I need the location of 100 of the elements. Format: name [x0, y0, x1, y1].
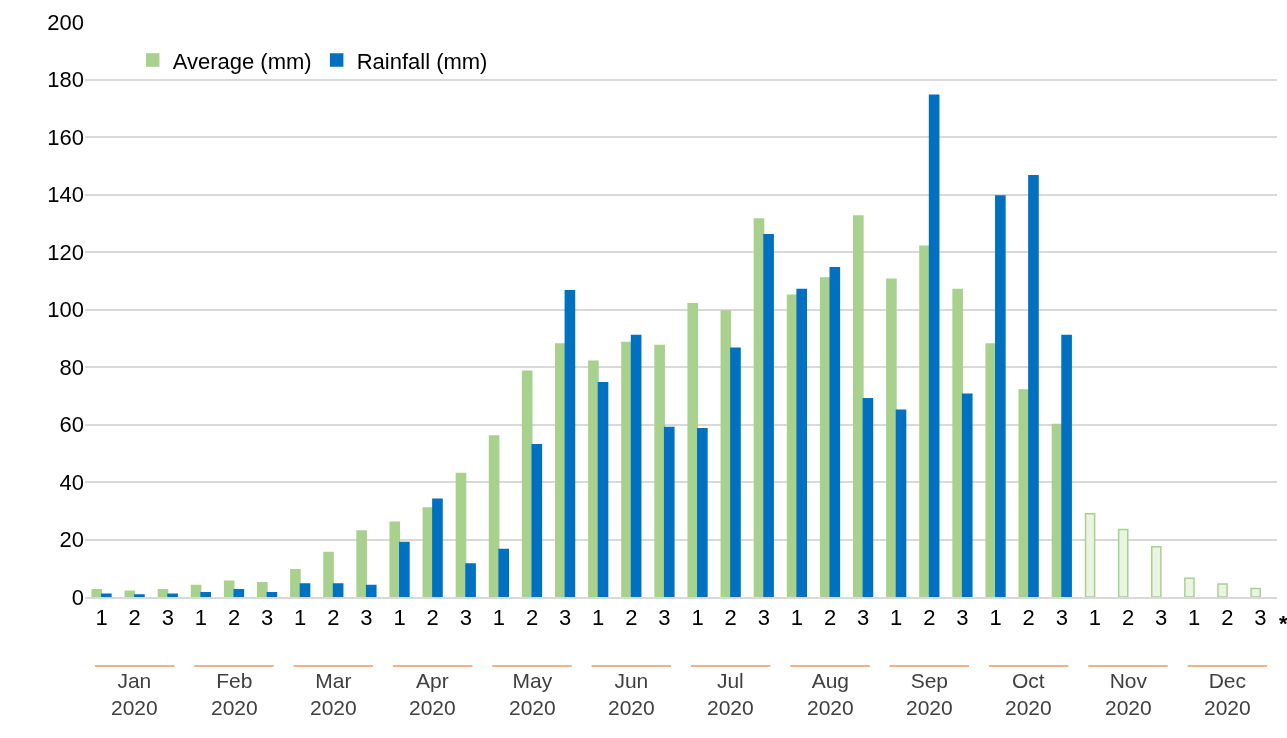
text: Apr 2020 [409, 669, 456, 720]
bar [323, 551, 334, 597]
bar [233, 589, 245, 597]
bar [555, 343, 566, 597]
bar [919, 245, 930, 597]
x-tick-label: 3 [558, 605, 572, 631]
x-tick-label: 3 [956, 605, 969, 631]
y-tick-label: 40 [59, 469, 84, 495]
text: Mar 2020 [310, 669, 357, 720]
text: * [1279, 611, 1287, 636]
bar [299, 583, 311, 597]
bar [91, 589, 103, 597]
bar [167, 593, 178, 597]
x-tick-label: 2 [426, 605, 439, 631]
x-tick-label: 3 [260, 605, 274, 631]
x-tick-label: 3 [856, 605, 870, 631]
x-tick-label: 1 [393, 605, 406, 631]
x-tick-label: 1 [492, 605, 506, 631]
bar [985, 343, 997, 597]
bar [564, 290, 576, 597]
x-tick-label: 2 [1221, 605, 1234, 631]
x-tick-label: 1 [95, 605, 108, 631]
text: Oct 2020 [1005, 669, 1052, 720]
x-tick-label: 2 [724, 605, 737, 631]
bar [1151, 545, 1162, 597]
bar [223, 580, 235, 597]
bar [498, 548, 509, 597]
bar [1250, 587, 1261, 597]
bar [796, 288, 807, 597]
bar [488, 435, 500, 597]
bar [829, 267, 841, 597]
x-tick-label: 2 [128, 605, 141, 631]
bar [928, 94, 940, 597]
bar [886, 278, 897, 597]
bar [630, 334, 642, 597]
bar [465, 563, 476, 597]
bar [134, 594, 145, 597]
text: Nov 2020 [1105, 669, 1152, 720]
text: Jul 2020 [707, 669, 754, 720]
bar [389, 521, 401, 597]
x-tick-label: 3 [658, 605, 671, 631]
bar [399, 541, 410, 597]
x-tick-label: 2 [923, 605, 936, 631]
bar [101, 593, 112, 597]
x-tick-label: 1 [592, 605, 605, 631]
x-tick-label: 1 [989, 605, 1002, 631]
x-tick-label: 2 [227, 605, 241, 631]
bar [157, 589, 169, 597]
bar [365, 584, 377, 597]
x-tick-label: 3 [360, 605, 373, 631]
bar [995, 195, 1006, 597]
bar [290, 568, 301, 597]
bar [356, 530, 367, 597]
y-tick-label: 20 [59, 527, 84, 553]
bar [1061, 334, 1072, 597]
x-tick-label: 1 [294, 605, 307, 631]
y-tick-label: 160 [47, 124, 84, 150]
bar [621, 341, 632, 597]
x-tick-label: 1 [890, 605, 903, 631]
y-tick-label: 0 [71, 584, 84, 610]
bar [1028, 175, 1039, 597]
bar [266, 591, 278, 597]
bar [521, 370, 533, 597]
x-tick-label: 3 [459, 605, 472, 631]
bar [190, 584, 202, 597]
bar [895, 409, 907, 597]
x-tick-label: 1 [790, 605, 804, 631]
bar [257, 581, 268, 597]
bar [862, 397, 874, 597]
bar [531, 443, 543, 597]
text: Jan 2020 [111, 669, 158, 720]
y-tick-label: 200 [47, 9, 84, 35]
text: Feb 2020 [211, 669, 258, 720]
text: May 2020 [509, 669, 556, 720]
bar [654, 344, 665, 597]
x-tick-label: 1 [1088, 605, 1102, 631]
bar [1217, 583, 1228, 597]
x-tick-label: 2 [327, 605, 340, 631]
x-tick-label: 1 [194, 605, 208, 631]
text: Jun 2020 [608, 669, 655, 720]
bar [432, 498, 443, 597]
bar [687, 303, 699, 597]
bar [763, 234, 774, 597]
x-tick-label: 3 [1254, 605, 1267, 631]
bar [697, 428, 708, 597]
bar [200, 591, 211, 597]
x-tick-label: 3 [161, 605, 174, 631]
x-tick-label: 2 [525, 605, 539, 631]
bar [1084, 512, 1096, 597]
x-tick-label: 2 [625, 605, 638, 631]
legend-label: Rainfall (mm) [356, 48, 488, 74]
x-tick-label: 2 [1022, 605, 1035, 631]
bar [961, 393, 973, 597]
y-tick-label: 100 [47, 297, 84, 323]
text: Dec 2020 [1204, 669, 1251, 720]
y-tick-label: 140 [47, 182, 84, 208]
bar [455, 472, 467, 597]
y-tick-label: 120 [47, 239, 84, 265]
text: Sep 2020 [906, 669, 953, 720]
bar [597, 382, 609, 597]
